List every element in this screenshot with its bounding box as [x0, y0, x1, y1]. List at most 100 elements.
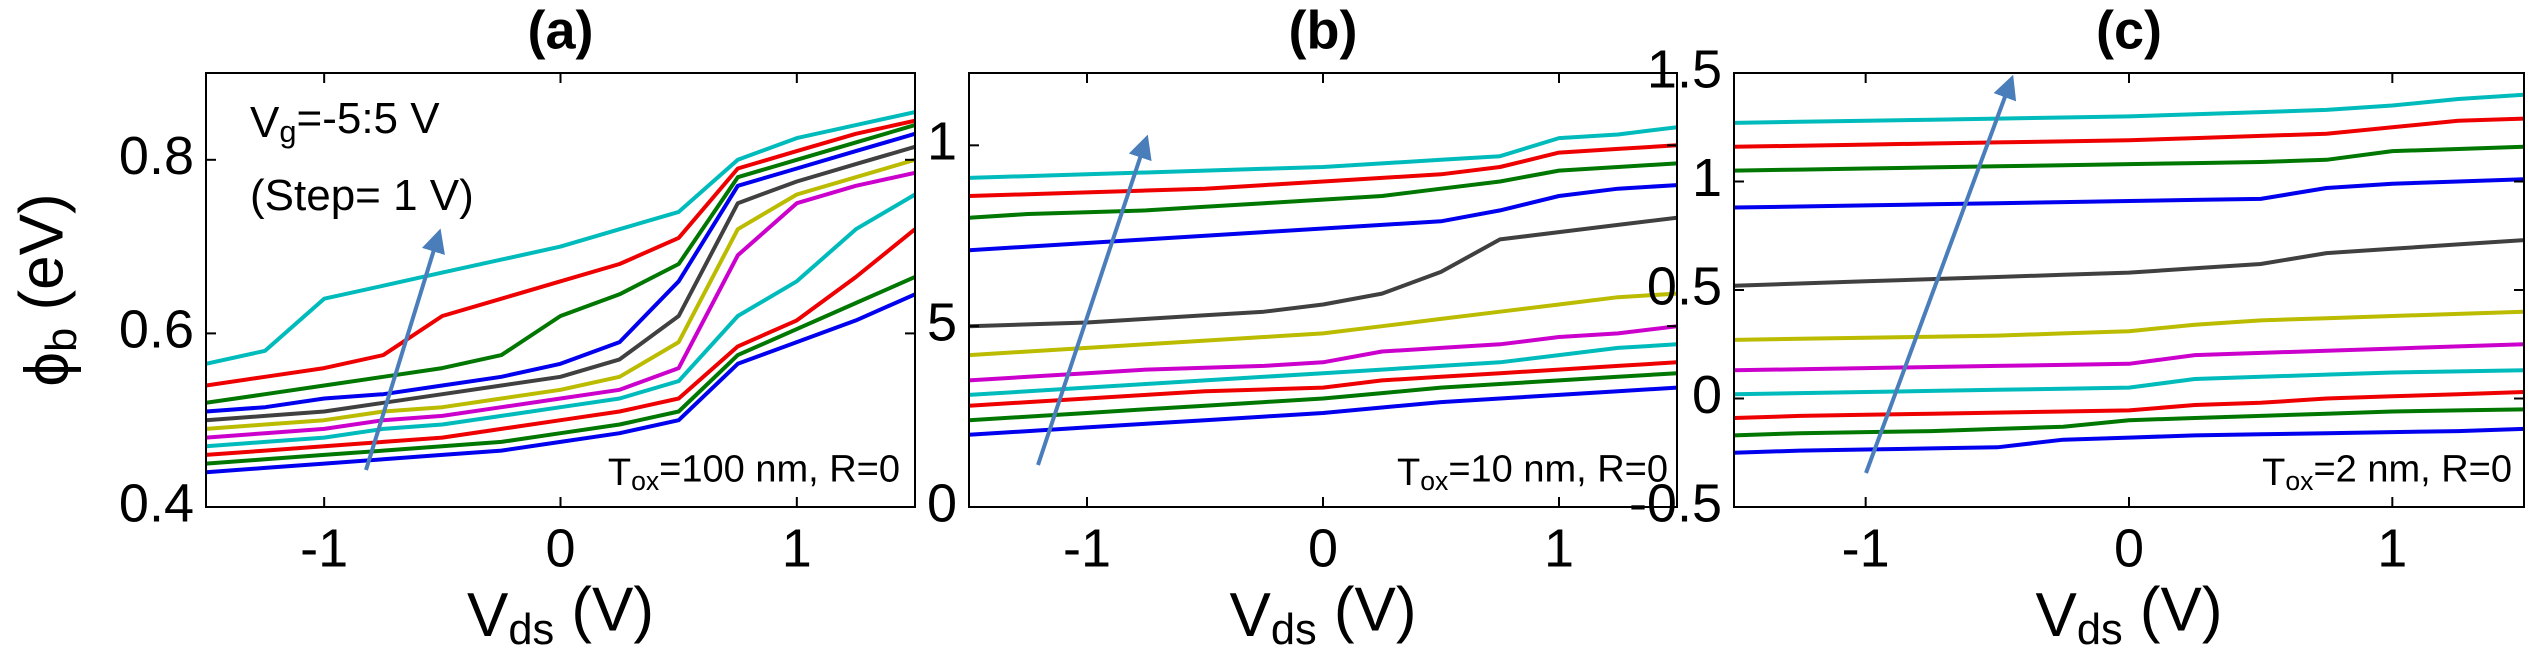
- series-line: [206, 157, 915, 431]
- y-tick-label: 1: [1692, 148, 1722, 208]
- text-part: =2 nm, R=0: [2313, 449, 2512, 491]
- text-part: V: [2035, 581, 2077, 650]
- x-tick-label: 1: [782, 518, 812, 578]
- y-tick-label: 0: [927, 473, 957, 533]
- panel: -0.5 0 0.5 1 1.5 -1 0 1 (c) Vds (V) Tox=2 nm, R=0: [1629, 0, 2525, 655]
- annotation: Tox=2 nm, R=0: [2262, 449, 2512, 496]
- x-axis-label: Vds (V): [2035, 576, 2222, 655]
- y-tick-label: 1.5: [1647, 39, 1722, 99]
- annotation: Tox=100 nm, R=0: [608, 449, 900, 496]
- series-line: [1734, 144, 2524, 173]
- x-axis-label: Vds (V): [467, 576, 654, 655]
- text-part: V: [467, 581, 509, 650]
- subscript: ds: [2077, 606, 2123, 654]
- subscript: ox: [631, 466, 660, 496]
- series-line: [1734, 177, 2524, 210]
- x-tick-label: -1: [300, 518, 348, 578]
- y-tick-label: 0.4: [119, 473, 194, 533]
- series-line: [1734, 368, 2524, 397]
- y-tick-label: 0.8: [119, 126, 194, 186]
- subscript: g: [279, 114, 296, 149]
- series-line: [206, 275, 915, 466]
- panel-title: (c): [2096, 0, 2162, 60]
- panel: 0.4 0.6 0.8 -1 0 1 (a) Vds (V) ϕb (eV) Vg=-5:5 V (…: [8, 0, 916, 655]
- y-tick-label: 1: [927, 112, 957, 172]
- annotation: Tox=10 nm, R=0: [1397, 449, 1668, 496]
- plot-area: [206, 110, 915, 475]
- plot-area: [1734, 92, 2524, 455]
- text-part: T: [2262, 452, 2285, 494]
- subscript: ds: [1271, 606, 1317, 654]
- text-part: =100 nm, R=0: [659, 449, 900, 491]
- series-line: [969, 125, 1677, 180]
- x-tick-label: -1: [1842, 518, 1890, 578]
- text-part: T: [608, 452, 631, 494]
- series-line: [969, 291, 1677, 358]
- series-line: [1734, 309, 2524, 342]
- series-line: [969, 360, 1677, 408]
- subscript: ox: [1420, 466, 1449, 496]
- series-line: [969, 215, 1677, 329]
- text-part: ϕ: [13, 352, 82, 387]
- text-part: V: [250, 98, 280, 147]
- x-axis-label: Vds (V): [1229, 576, 1416, 655]
- series-line: [1734, 92, 2524, 125]
- y-tick-label: 0.5: [1647, 256, 1722, 316]
- series-line: [206, 131, 915, 414]
- series-line: [1734, 426, 2524, 455]
- panel: 0 5 1 -1 0 1 (b) Vds (V) Tox=10 nm, R=0: [927, 0, 1678, 655]
- x-tick-label: 1: [2377, 518, 2407, 578]
- arrow: [1864, 74, 2017, 474]
- y-tick-label: 0: [1692, 365, 1722, 425]
- text-part: =-5:5 V: [297, 94, 441, 143]
- series-line: [969, 371, 1677, 423]
- series-line: [969, 324, 1677, 383]
- series-line: [206, 192, 915, 449]
- series-line: [206, 292, 915, 475]
- text-part: =10 nm, R=0: [1448, 449, 1668, 491]
- x-tick-label: 0: [2114, 518, 2144, 578]
- text-part: (V): [554, 576, 654, 645]
- text-part: V: [1229, 581, 1271, 650]
- plot-area: [969, 125, 1677, 437]
- series-line: [206, 170, 915, 440]
- panel-title: (b): [1289, 0, 1358, 60]
- x-tick-label: -1: [1063, 518, 1111, 578]
- x-tick-label: 0: [545, 518, 575, 578]
- series-line: [1734, 342, 2524, 373]
- series-line: [1734, 238, 2524, 288]
- series-line: [206, 123, 915, 405]
- series-line: [206, 227, 915, 457]
- annotation: Vg=-5:5 V: [250, 94, 440, 150]
- series-line: [969, 342, 1677, 397]
- y-axis-label: ϕb (eV): [8, 193, 87, 386]
- series-line: [969, 183, 1677, 253]
- series-line: [969, 161, 1677, 220]
- panel-title: (a): [528, 0, 594, 60]
- series-line: [969, 385, 1677, 437]
- arrow: [1036, 134, 1152, 466]
- x-tick-label: 1: [1544, 518, 1574, 578]
- series-line: [206, 110, 915, 366]
- series-line: [969, 143, 1677, 198]
- y-tick-label: 5: [927, 292, 957, 352]
- series-line: [1734, 390, 2524, 420]
- text-part: (V): [1317, 576, 1417, 645]
- subscript: ds: [508, 606, 554, 654]
- y-tick-label: -0.5: [1629, 473, 1722, 533]
- plot-frame: [1733, 72, 2525, 508]
- y-tick-label: 0.6: [119, 300, 194, 360]
- series-line: [1734, 407, 2524, 438]
- x-tick-label: 0: [1308, 518, 1338, 578]
- series-line: [1734, 116, 2524, 149]
- subscript: b: [38, 328, 86, 352]
- subscript: ox: [2285, 466, 2314, 496]
- text-part: (eV): [8, 193, 77, 327]
- series-line: [206, 118, 915, 388]
- text-part: (Step= 1 V): [250, 171, 474, 220]
- text-part: T: [1397, 452, 1420, 494]
- text-part: (V): [2123, 576, 2223, 645]
- arrow: [364, 228, 445, 471]
- series-line: [206, 144, 915, 423]
